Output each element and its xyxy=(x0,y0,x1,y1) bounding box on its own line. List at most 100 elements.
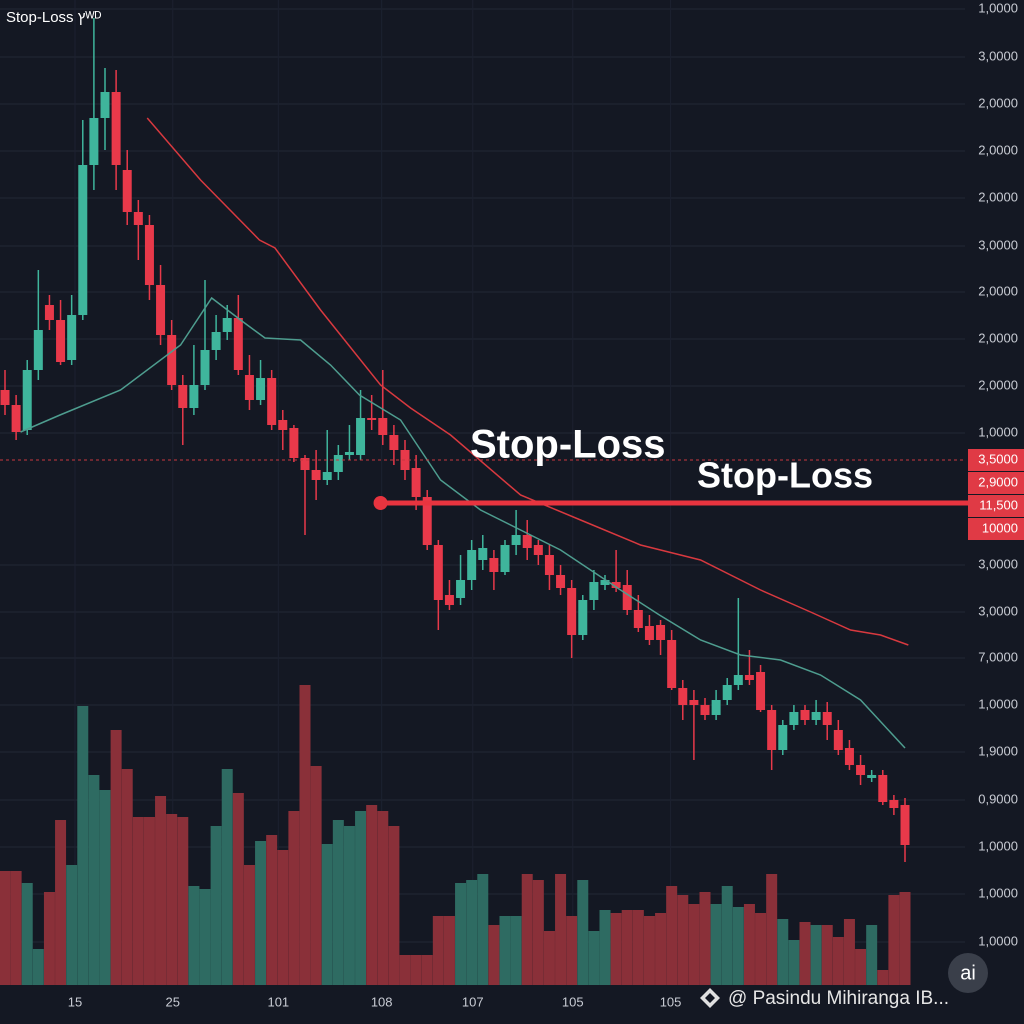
volume-bar xyxy=(777,919,789,985)
candle-body xyxy=(411,468,421,497)
y-tick-label: 2,0000 xyxy=(978,330,1018,345)
candle-body xyxy=(178,385,188,408)
volume-bar xyxy=(177,817,189,985)
volume-bar xyxy=(421,955,433,985)
volume-bar xyxy=(821,925,833,985)
candle-body xyxy=(578,600,588,635)
volume-bar xyxy=(755,913,767,985)
volume-bar xyxy=(621,910,633,985)
badge-bg xyxy=(948,953,988,993)
volume-bar xyxy=(266,835,278,985)
y-tick-label: 1,0000 xyxy=(978,838,1018,853)
candle-body xyxy=(378,418,388,435)
volume-bar xyxy=(510,916,522,985)
volume-bar xyxy=(610,913,622,985)
volume-bar xyxy=(388,826,400,985)
volume-bar xyxy=(0,871,11,985)
volume-bar xyxy=(355,811,367,985)
candle-body xyxy=(200,350,210,385)
volume-bar xyxy=(477,874,489,985)
volume-bar xyxy=(321,844,333,985)
candle-body xyxy=(711,700,721,715)
volume-bar xyxy=(710,904,722,985)
volume-bar xyxy=(10,871,22,985)
stop-loss-marker xyxy=(373,496,388,510)
volume-bar xyxy=(288,811,300,985)
candle-body xyxy=(456,580,466,598)
y-tick-label: 3,0000 xyxy=(978,603,1018,618)
volume-bar xyxy=(643,916,655,985)
candle-body xyxy=(256,378,266,400)
moving-average xyxy=(146,117,909,646)
volume-bar xyxy=(855,949,867,985)
volume-bar xyxy=(277,850,289,985)
candle-body xyxy=(289,428,299,458)
candle-body xyxy=(0,390,10,405)
volume-bar xyxy=(199,889,211,985)
y-tick-label: 0,9000 xyxy=(978,791,1018,806)
candle-body xyxy=(556,575,566,588)
price-marker-label: 3,5000 xyxy=(978,451,1018,466)
volume-bar xyxy=(55,820,67,985)
candle-body xyxy=(656,625,666,640)
volume-bar xyxy=(132,817,144,985)
price-marker xyxy=(968,472,1024,494)
volume-bar xyxy=(521,874,533,985)
candle-body xyxy=(511,535,521,545)
volume-bar xyxy=(832,937,844,985)
x-tick-label: 105 xyxy=(660,994,682,1009)
candle-body xyxy=(367,418,377,420)
volume-bar xyxy=(488,925,500,985)
candle-body xyxy=(500,545,510,572)
candle-body xyxy=(333,455,343,472)
volume-bar xyxy=(232,793,244,985)
candle-body xyxy=(389,435,399,450)
candle-body xyxy=(733,675,743,685)
candle-body xyxy=(222,318,232,332)
volume-bar xyxy=(299,685,311,985)
volume-bar xyxy=(443,916,455,985)
candle-body xyxy=(422,497,432,545)
price-marker xyxy=(968,449,1024,471)
candle-body xyxy=(11,405,21,432)
volume-bar xyxy=(88,775,100,985)
volume-bar xyxy=(599,910,611,985)
candle-body xyxy=(633,610,643,628)
volume-bar xyxy=(555,874,567,985)
y-tick-label: 1,0000 xyxy=(978,933,1018,948)
x-tick-label: 108 xyxy=(371,994,393,1009)
volume-bar xyxy=(99,790,111,985)
volume-bar xyxy=(532,880,544,985)
candle-body xyxy=(122,170,132,212)
volume-bar xyxy=(255,841,267,985)
volume-bar xyxy=(666,886,678,985)
y-tick-label: 3,0000 xyxy=(978,556,1018,571)
volume-bar xyxy=(888,895,900,985)
volume-bar xyxy=(866,925,878,985)
candle-body xyxy=(156,285,166,335)
candle-body xyxy=(778,725,788,750)
price-marker-label: 2,9000 xyxy=(978,474,1018,489)
y-tick-label: 1,0000 xyxy=(978,885,1018,900)
volume-bar xyxy=(566,916,578,985)
candle-body xyxy=(689,700,699,705)
candle-body xyxy=(800,710,810,720)
volume-bar xyxy=(32,949,44,985)
candle-body xyxy=(533,545,543,555)
candle-body xyxy=(22,370,32,430)
candle-body xyxy=(844,748,854,765)
watermark-icon xyxy=(700,988,720,1008)
volume-bar xyxy=(399,955,411,985)
volume-bar xyxy=(732,907,744,985)
x-tick-label: 25 xyxy=(166,994,180,1009)
volume-bar xyxy=(77,706,89,985)
volume-bar xyxy=(166,814,178,985)
candle-body xyxy=(133,212,143,225)
volume-bar xyxy=(188,886,200,985)
volume-bar xyxy=(121,769,133,985)
y-tick-label: 2,0000 xyxy=(978,377,1018,392)
volume-bar xyxy=(21,883,33,985)
y-tick-label: 2,0000 xyxy=(978,95,1018,110)
candle-body xyxy=(889,800,899,808)
